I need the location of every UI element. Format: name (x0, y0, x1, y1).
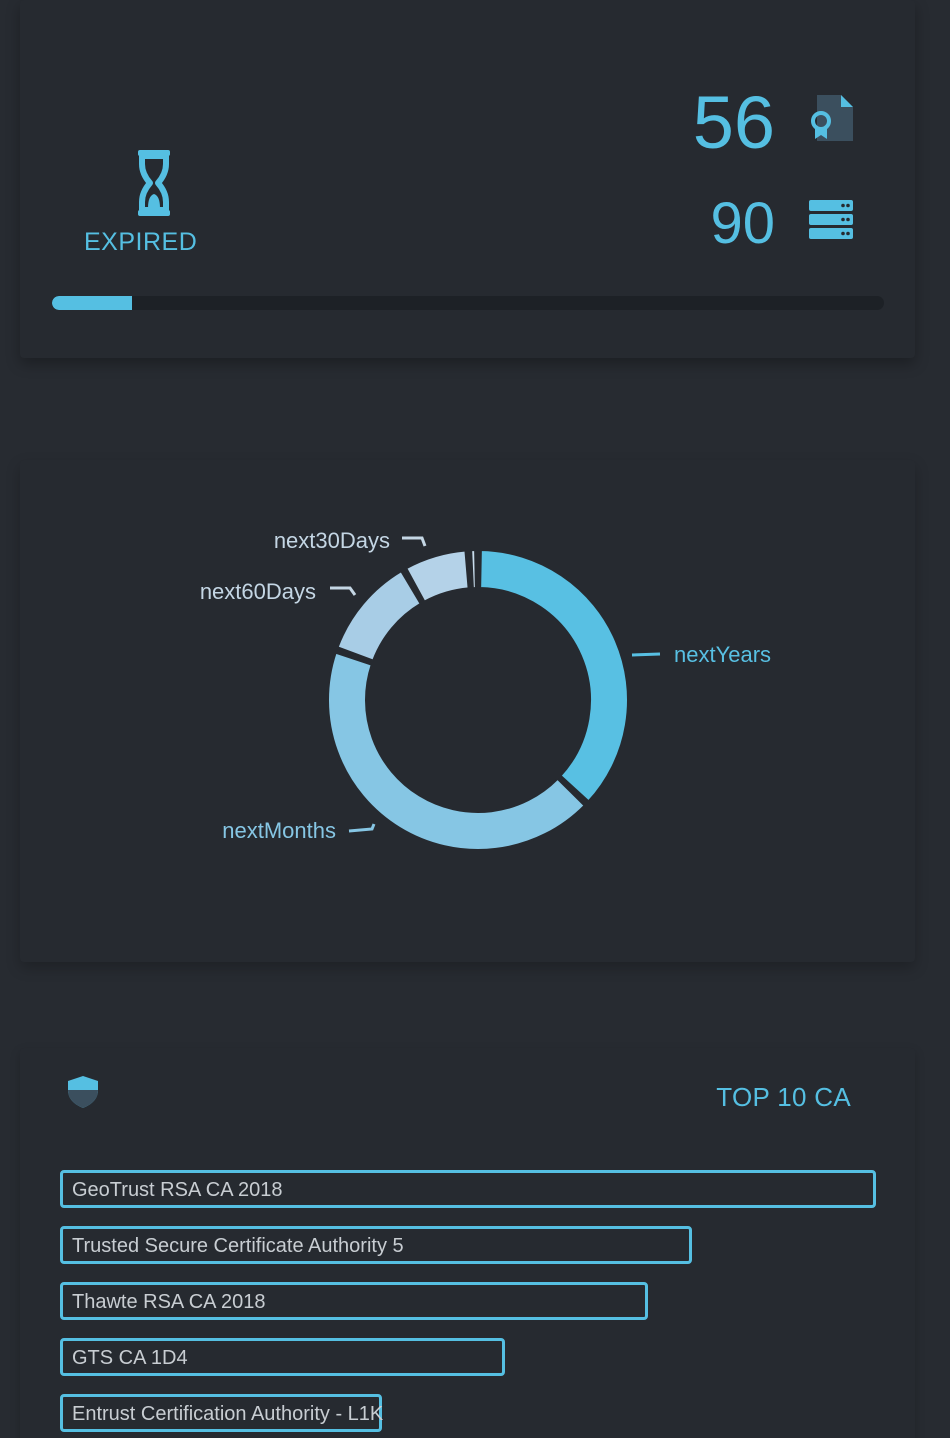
certificate-icon (811, 95, 853, 141)
expiry-donut-card: nextYears nextMonths next60Days next30Days (20, 460, 915, 962)
donut-leader-nextMonths (348, 823, 376, 833)
ca-row[interactable]: Thawte RSA CA 2018 (60, 1282, 880, 1326)
donut-leader-nextYears (631, 652, 661, 657)
top-ca-list: GeoTrust RSA CA 2018 Trusted Secure Certi… (60, 1170, 880, 1438)
top-ca-title: TOP 10 CA (716, 1082, 851, 1112)
server-icon (809, 200, 853, 239)
ca-name: GTS CA 1D4 (72, 1347, 188, 1369)
donut-slice-next60Days[interactable] (336, 570, 422, 662)
expired-label: EXPIRED (84, 228, 198, 256)
ca-row[interactable]: GeoTrust RSA CA 2018 (60, 1170, 880, 1214)
donut-slice-expired[interactable] (470, 549, 477, 590)
ca-bar (60, 1394, 383, 1432)
ca-row[interactable]: GTS CA 1D4 (60, 1338, 880, 1382)
ca-name: GeoTrust RSA CA 2018 (72, 1179, 283, 1201)
donut-slice-next30Days[interactable] (405, 549, 470, 603)
ca-name: Trusted Secure Certificate Authority 5 (72, 1235, 404, 1257)
donut-label-next60Days: next60Days (200, 579, 316, 604)
ca-name: Entrust Certification Authority - L1K (72, 1403, 384, 1425)
ca-row[interactable]: Entrust Certification Authority - L1K (60, 1394, 880, 1438)
donut-label-next30Days: next30Days (274, 528, 390, 553)
ca-bar (60, 1338, 505, 1376)
shield-icon (68, 1076, 98, 1108)
ca-bar (60, 1282, 648, 1320)
ca-row[interactable]: Trusted Secure Certificate Authority 5 (60, 1226, 880, 1270)
expired-card: EXPIRED 56 90 (20, 0, 915, 358)
servers-count: 90 (710, 191, 775, 256)
expiry-donut-chart: nextYears nextMonths next60Days next30Days (200, 528, 771, 851)
donut-leader-next30Days (402, 536, 427, 547)
top-ca-card: TOP 10 CA GeoTrust RSA CA 2018 Trusted Se… (20, 1048, 915, 1438)
ca-name: Thawte RSA CA 2018 (72, 1291, 266, 1313)
donut-leader-next60Days (330, 586, 357, 596)
expired-progress-bar (52, 296, 884, 310)
ca-bar (60, 1170, 876, 1208)
hourglass-icon (138, 150, 170, 216)
expired-progress-fill (52, 296, 132, 310)
certificates-count: 56 (692, 81, 775, 164)
donut-slice-nextYears[interactable] (479, 549, 629, 803)
donut-label-nextMonths: nextMonths (222, 818, 336, 843)
ca-bar (60, 1226, 693, 1264)
donut-slice-nextMonths[interactable] (327, 651, 586, 851)
donut-label-nextYears: nextYears (674, 642, 771, 667)
